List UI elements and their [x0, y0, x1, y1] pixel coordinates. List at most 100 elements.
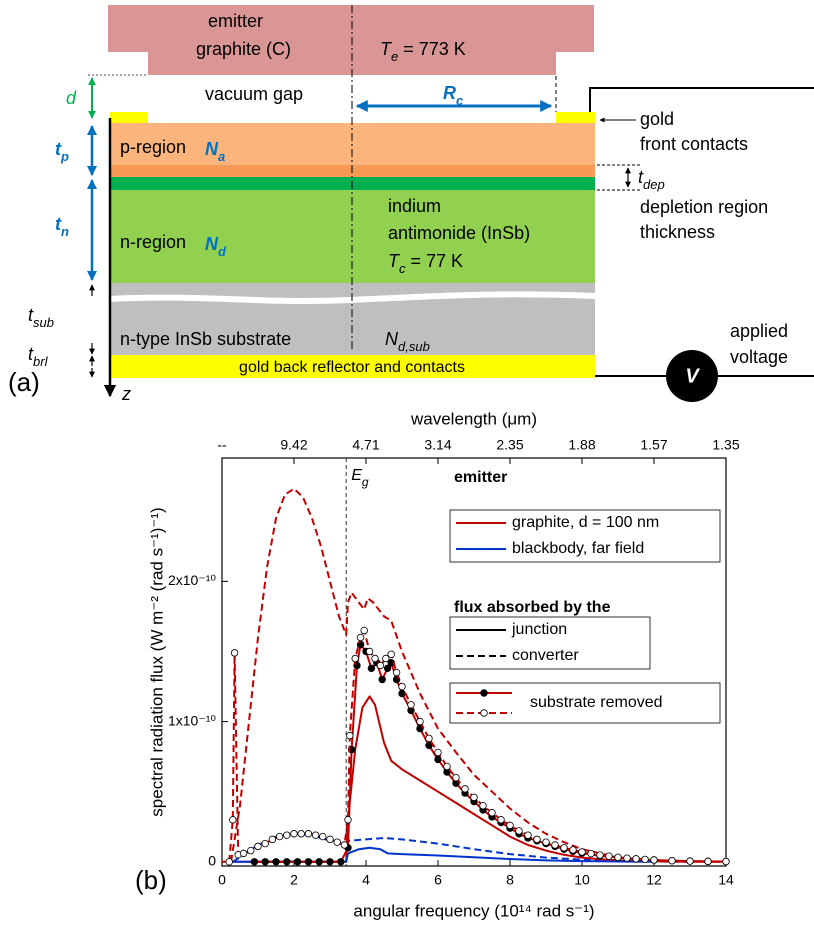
contacts-label: front contacts	[640, 134, 748, 154]
x2-tick-label: 1.88	[568, 437, 595, 453]
gap-symbol: d	[66, 88, 77, 108]
chart: (b) angular frequency (10¹⁴ rad s⁻¹) wav…	[135, 409, 740, 920]
marker	[378, 675, 386, 684]
marker	[250, 858, 259, 866]
subscript: d,sub	[398, 339, 430, 354]
circuit-wire	[589, 87, 814, 112]
series-line	[230, 487, 727, 863]
marker	[275, 832, 284, 841]
marker	[311, 831, 320, 839]
marker	[722, 857, 730, 866]
marker	[596, 851, 604, 859]
marker	[371, 654, 379, 663]
marker	[283, 858, 291, 866]
symbol: t	[28, 344, 34, 364]
legend-label: graphite, d = 100 nm	[512, 514, 659, 531]
subscript: c	[456, 93, 464, 108]
marker	[542, 838, 550, 846]
marker	[632, 855, 640, 863]
value: = 773 K	[398, 39, 466, 59]
marker	[641, 855, 649, 864]
marker	[229, 816, 237, 824]
marker	[326, 835, 334, 844]
marker	[333, 838, 341, 846]
legend-marker	[480, 689, 488, 697]
marker	[416, 717, 424, 726]
voltage-symbol: V	[685, 365, 700, 387]
annotation-subscript: g	[362, 475, 369, 489]
marker	[515, 827, 523, 835]
marker	[283, 831, 291, 839]
symbol: t	[55, 139, 62, 159]
marker	[560, 844, 568, 852]
marker	[356, 640, 365, 649]
marker	[383, 664, 392, 673]
plot-frame	[221, 457, 727, 867]
depletion-label: thickness	[640, 222, 715, 242]
x-tick-label: 2	[290, 872, 298, 888]
annotation-symbol: E	[351, 467, 362, 484]
series-line	[229, 846, 655, 863]
marker	[304, 858, 313, 866]
marker	[340, 841, 349, 849]
marker	[315, 858, 323, 866]
x-tick-label: 12	[646, 872, 662, 888]
z-label: z	[121, 384, 131, 404]
marker	[704, 857, 712, 866]
marker	[533, 835, 541, 844]
x-tick-label: 10	[574, 872, 590, 888]
marker	[461, 785, 469, 793]
marker	[365, 647, 374, 656]
marker	[506, 821, 514, 830]
legend-label: junction	[511, 621, 567, 638]
acceptor-label: Na	[205, 139, 225, 164]
diagram: emitter graphite (C) Te = 773 K d vacuum…	[8, 5, 814, 404]
depletion-label: depletion region	[640, 197, 768, 217]
subscript: dep	[643, 177, 665, 192]
x2-axis-label: wavelength (μm)	[410, 409, 537, 428]
marker	[293, 858, 302, 866]
marker	[376, 661, 385, 670]
symbol: T	[388, 251, 401, 271]
value: = 77 K	[406, 251, 464, 271]
marker	[254, 842, 262, 851]
x2-tick-label: 2.35	[496, 437, 523, 453]
marker	[319, 832, 327, 841]
symbol: t	[28, 305, 34, 325]
symbol: N	[385, 329, 399, 349]
marker	[230, 649, 239, 657]
marker	[326, 858, 334, 866]
legend-box	[449, 509, 721, 563]
cell-material: antimonide (InSb)	[388, 223, 530, 243]
y-axis-label: spectral radiation flux (W m⁻² (rad s⁻¹)…	[147, 507, 166, 816]
emitter-material: graphite (C)	[196, 39, 291, 59]
marker	[650, 856, 658, 864]
voltage-source	[666, 350, 718, 402]
x2-tick-label: --	[217, 437, 227, 453]
legend-marker	[480, 709, 488, 717]
marker	[587, 849, 595, 858]
marker	[392, 668, 401, 677]
marker	[434, 755, 442, 764]
tp-label: tp	[55, 139, 69, 164]
substrate-doping: Nd,sub	[385, 329, 430, 354]
marker	[398, 689, 406, 698]
x-tick-label: 8	[506, 872, 514, 888]
marker	[479, 802, 487, 810]
panel-label: (b)	[135, 865, 167, 895]
legend-box	[449, 616, 651, 670]
emitter-block	[108, 5, 594, 75]
subscript: c	[399, 261, 406, 276]
marker	[356, 633, 365, 642]
marker	[686, 857, 694, 865]
marker	[416, 724, 424, 733]
back-reflector	[110, 355, 595, 378]
marker	[351, 654, 359, 663]
substrate-label: n-type InSb substrate	[120, 329, 291, 349]
marker	[668, 856, 676, 865]
marker	[605, 852, 613, 860]
marker	[337, 858, 345, 866]
symbol: R	[443, 83, 456, 103]
